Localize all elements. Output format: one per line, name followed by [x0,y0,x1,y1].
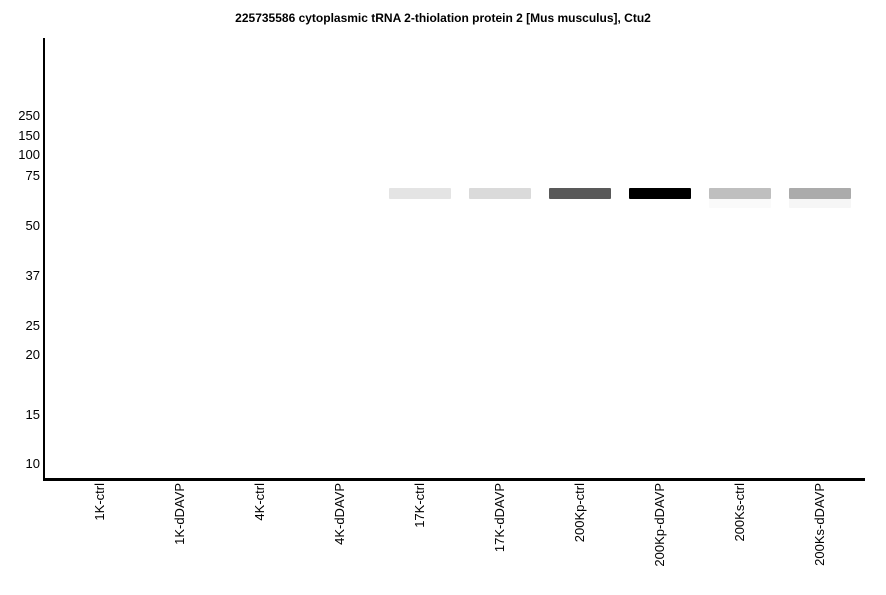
mw-marker-label-50: 50 [25,218,40,233]
mw-marker-label-10: 10 [25,456,40,471]
lane-label-200Kp-ctrl: 200Kp-ctrl [572,483,588,543]
protein-band-200Ks-dDAVP [789,188,852,199]
figure-title: 225735586 cytoplasmic tRNA 2-thiolation … [235,11,651,25]
lane-label-4K-ctrl: 4K-ctrl [251,483,267,521]
lane-label-200Ks-dDAVP: 200Ks-dDAVP [812,483,828,566]
lane-label-200Kp-dDAVP: 200Kp-dDAVP [652,483,668,567]
protein-band-17K-ctrl [388,188,451,199]
lane-label-4K-dDAVP: 4K-dDAVP [331,483,347,545]
mw-marker-label-250: 250 [18,108,40,123]
mw-marker-label-150: 150 [18,128,40,143]
protein-band-200Ks-ctrl [709,188,772,199]
protein-band-shadow-200Ks-dDAVP [789,198,852,208]
mw-marker-label-37: 37 [25,268,40,283]
protein-band-200Kp-ctrl [549,188,612,199]
x-axis-line [43,478,865,481]
lane-label-17K-ctrl: 17K-ctrl [411,483,427,528]
mw-marker-label-25: 25 [25,318,40,333]
lane-label-17K-dDAVP: 17K-dDAVP [492,483,507,553]
mw-marker-label-100: 100 [18,147,40,162]
mw-marker-label-15: 15 [25,407,40,422]
protein-band-17K-dDAVP [469,188,531,199]
mw-marker-label-75: 75 [25,168,40,183]
lane-label-1K-ctrl: 1K-ctrl [91,483,107,521]
protein-band-200Kp-dDAVP [629,188,692,199]
protein-band-shadow-200Ks-ctrl [709,198,772,208]
lane-label-1K-dDAVP: 1K-dDAVP [171,483,187,545]
y-axis-line [43,38,45,481]
mw-marker-label-20: 20 [25,347,40,362]
lane-label-200Ks-ctrl: 200Ks-ctrl [732,483,748,542]
